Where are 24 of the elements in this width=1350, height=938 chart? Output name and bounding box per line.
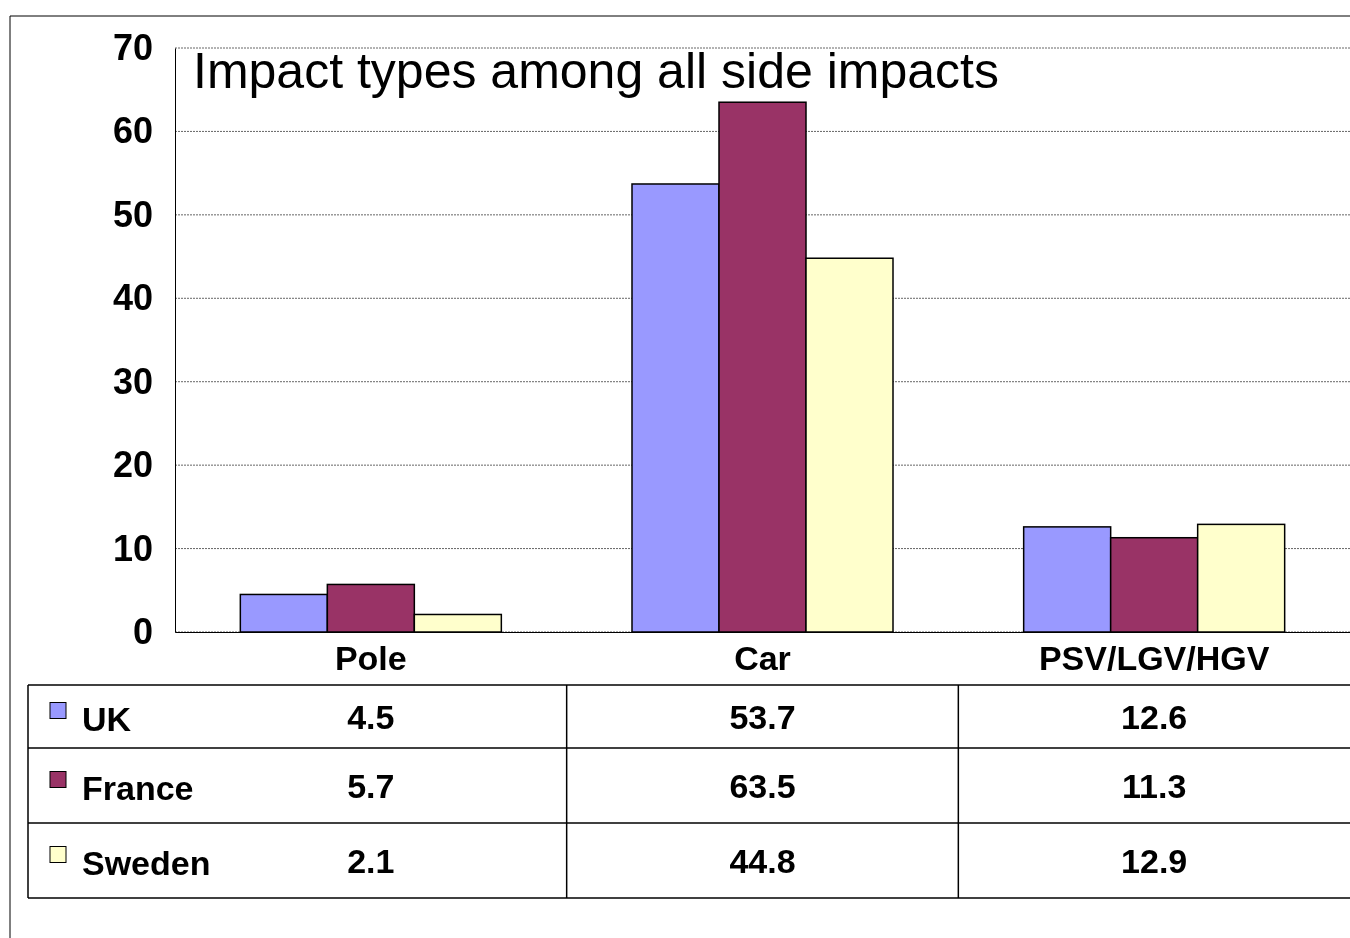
- legend-label: Sweden: [82, 843, 211, 882]
- y-tick-label: 50: [112, 193, 153, 235]
- y-tick-label: 10: [112, 527, 153, 569]
- y-tick-label: 40: [112, 277, 153, 319]
- x-tick-label: PSV/LGV/HGV: [1038, 639, 1270, 678]
- data-label: 11.3: [1122, 766, 1187, 805]
- data-label: 12.6: [1121, 697, 1188, 736]
- data-label: 44.8: [729, 841, 796, 880]
- data-label: 12.9: [1121, 841, 1188, 880]
- legend-label: UK: [82, 699, 132, 738]
- data-label: 4.5: [347, 697, 395, 736]
- data-label: 5.7: [347, 766, 395, 805]
- data-label: 2.1: [347, 841, 395, 880]
- legend-label: France: [82, 768, 194, 807]
- y-tick-label: 30: [112, 360, 153, 402]
- y-tick-label: 70: [112, 27, 153, 69]
- x-tick-label: Car: [734, 639, 791, 678]
- data-label: 63.5: [729, 766, 796, 805]
- chart-title: Impact types among all side impacts: [193, 43, 999, 99]
- data-label: 53.7: [729, 697, 796, 736]
- y-tick-label: 60: [112, 110, 153, 152]
- y-tick-label: 20: [112, 444, 153, 486]
- x-tick-label: Pole: [334, 639, 407, 678]
- y-tick-label: 0: [132, 611, 153, 653]
